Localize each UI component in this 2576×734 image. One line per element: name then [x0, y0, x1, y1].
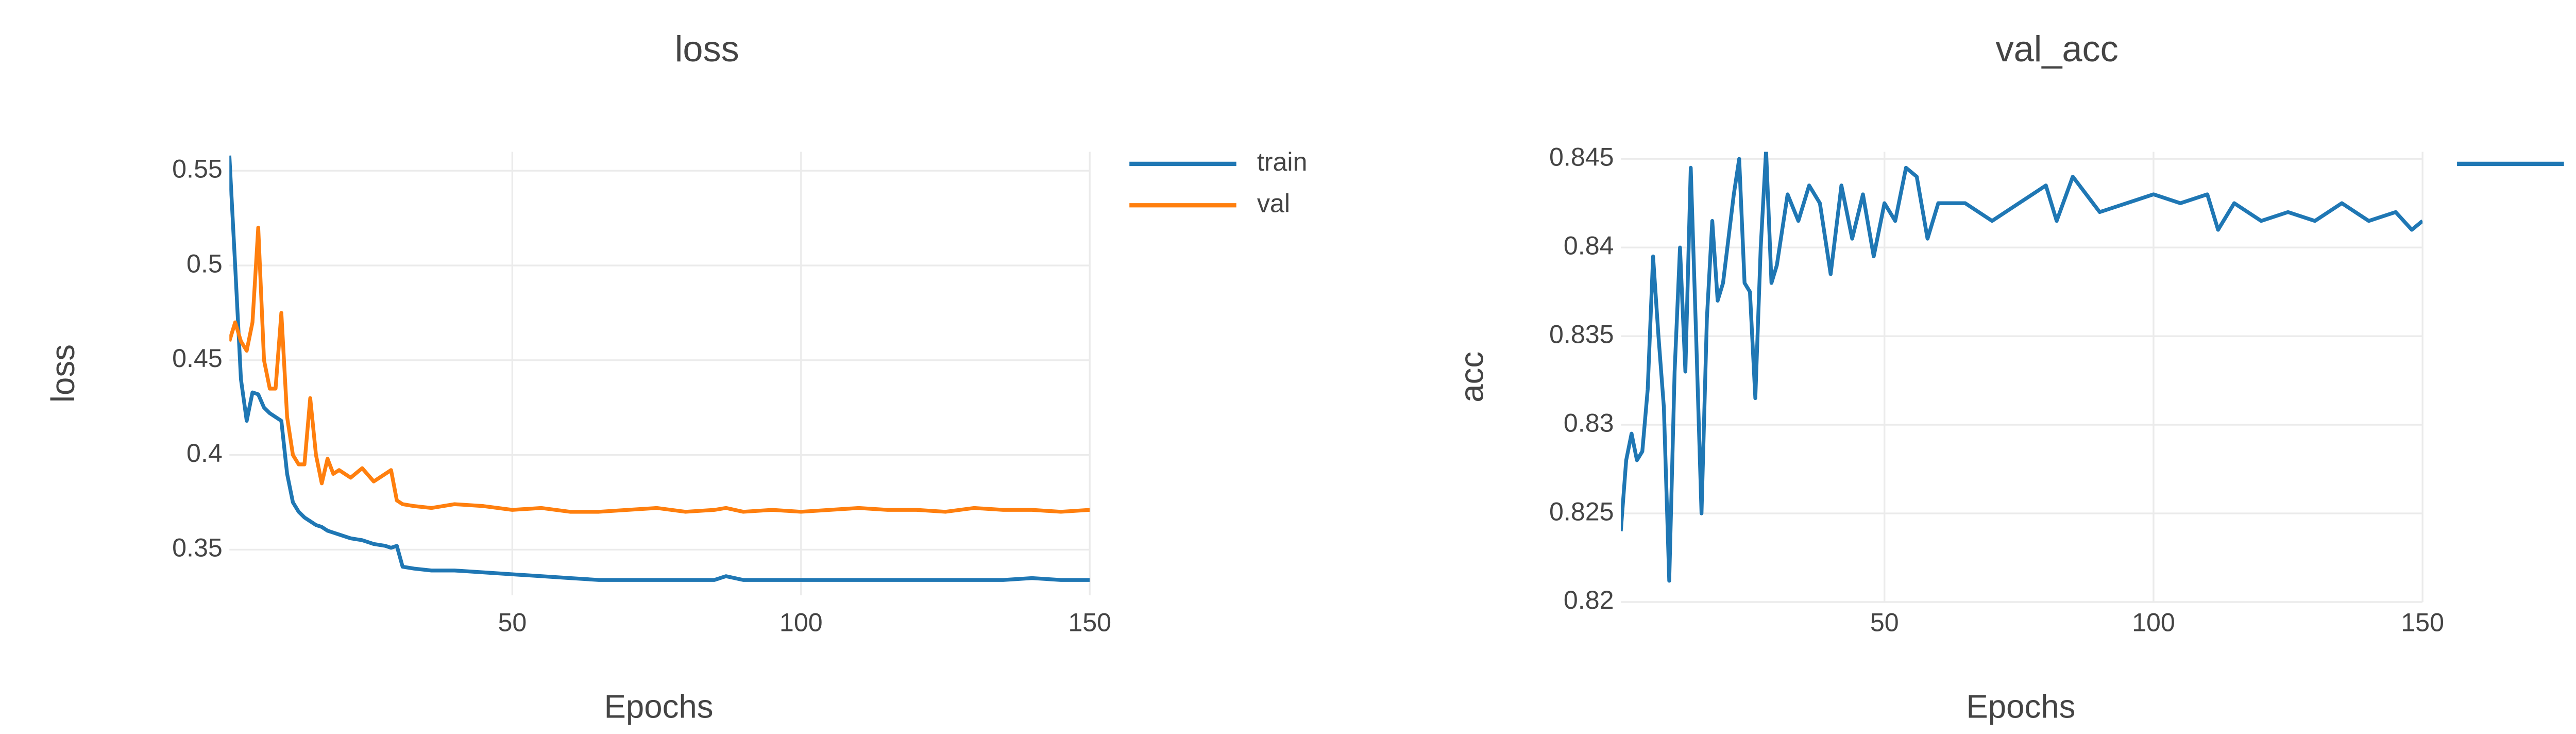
x-axis-label: Epochs	[1966, 688, 2075, 725]
y-axis-label: acc	[1453, 352, 1490, 403]
chart-title: val_acc	[1996, 28, 2119, 69]
x-tick-label: 50	[1870, 608, 1899, 637]
chart-title: loss	[675, 28, 739, 69]
y-tick-label: 0.84	[1564, 231, 1614, 260]
y-tick-label: 0.82	[1564, 586, 1614, 614]
line-series	[229, 225, 1090, 514]
y-tick-label: 0.45	[172, 344, 223, 373]
x-tick-label: 150	[2401, 608, 2444, 637]
y-tick-label: 0.5	[187, 249, 223, 278]
y-axis-label: loss	[45, 344, 81, 403]
chart: val_acc Epochs acc 0.82 0.825 0.83 0.835 0.84 0.…	[1453, 28, 2564, 725]
x-tick-label: 50	[498, 608, 527, 637]
x-tick-label: 100	[779, 608, 823, 637]
legend-label: val	[1257, 189, 1290, 218]
x-axis-label: Epochs	[604, 688, 714, 725]
y-tick-label: 0.55	[172, 155, 223, 184]
y-tick-label: 0.825	[1549, 497, 1614, 526]
y-tick-label: 0.835	[1549, 320, 1614, 348]
y-tick-label: 0.83	[1564, 408, 1614, 437]
y-tick-label: 0.35	[172, 533, 223, 562]
x-tick-label: 150	[1068, 608, 1111, 637]
chart: loss Epochs loss 0.35 0.4 0.45 0.5 0.55 50 100 150…	[45, 28, 1307, 725]
line-series	[1620, 152, 2423, 583]
x-tick-label: 100	[2132, 608, 2175, 637]
legend-label: train	[1257, 147, 1308, 176]
y-tick-label: 0.845	[1549, 143, 1614, 172]
y-tick-label: 0.4	[187, 439, 223, 468]
line-series	[229, 155, 1090, 582]
